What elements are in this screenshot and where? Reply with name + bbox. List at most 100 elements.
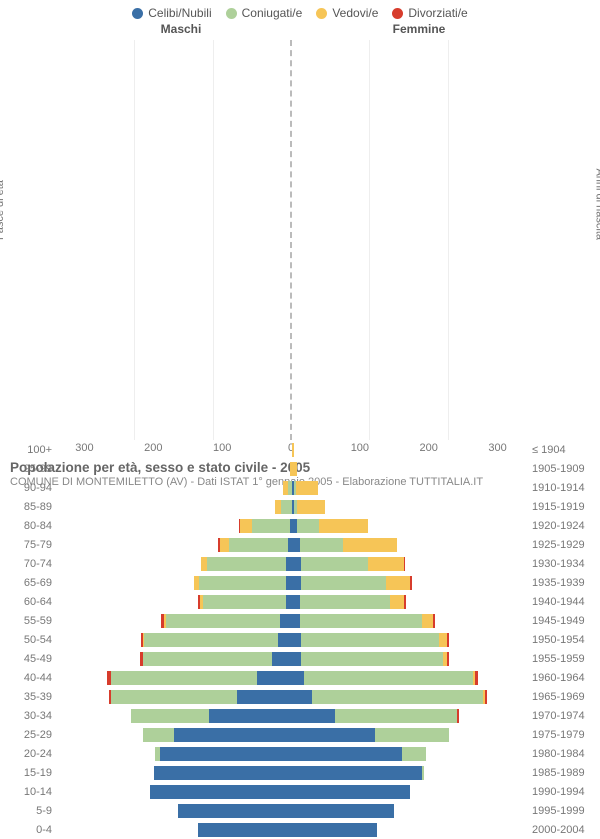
age-label: 65-69 (6, 577, 56, 589)
bar-pair (56, 785, 528, 799)
pyramid-row: 50-541950-1954 (6, 630, 594, 649)
year-label: 1930-1934 (528, 558, 594, 570)
seg-con (402, 747, 426, 761)
bar-female (292, 804, 528, 818)
pyramid-row: 10-141990-1994 (6, 782, 594, 801)
seg-cel (292, 728, 375, 742)
legend: Celibi/NubiliConiugati/eVedovi/eDivorzia… (0, 0, 600, 22)
age-label: 35-39 (6, 691, 56, 703)
seg-cel (292, 614, 300, 628)
bar-pair (56, 690, 528, 704)
bar-male (56, 690, 292, 704)
year-label: 1955-1959 (528, 653, 594, 665)
age-label: 40-44 (6, 672, 56, 684)
seg-con (297, 519, 319, 533)
year-label: 1945-1949 (528, 615, 594, 627)
year-label: ≤ 1904 (528, 444, 594, 456)
bar-male (56, 785, 292, 799)
age-label: 55-59 (6, 615, 56, 627)
seg-div (457, 709, 459, 723)
pyramid-row: 60-641940-1944 (6, 592, 594, 611)
bar-female (292, 595, 528, 609)
bar-female (292, 671, 528, 685)
year-label: 2000-2004 (528, 824, 594, 836)
seg-cel (209, 709, 292, 723)
bar-female (292, 557, 528, 571)
age-label: 90-94 (6, 482, 56, 494)
legend-item: Vedovi/e (316, 6, 378, 20)
pyramid-row: 55-59 1945-1949 (6, 611, 594, 630)
seg-cel (150, 785, 292, 799)
seg-ved (422, 614, 433, 628)
pyramid-row: 45-49 1955-1959 (6, 649, 594, 668)
seg-div (410, 576, 412, 590)
year-label: 1910-1914 (528, 482, 594, 494)
seg-ved (292, 462, 297, 476)
pyramid-row: 75-791925-1929 (6, 535, 594, 554)
legend-label: Coniugati/e (242, 6, 303, 20)
age-label: 70-74 (6, 558, 56, 570)
bar-male (56, 462, 292, 476)
seg-con (131, 709, 210, 723)
bar-pair (56, 652, 528, 666)
year-label: 1905-1909 (528, 463, 594, 475)
pyramid-row: 25-291975-1979 (6, 725, 594, 744)
bar-male (56, 519, 292, 533)
age-label: 75-79 (6, 539, 56, 551)
seg-cel (154, 766, 292, 780)
chart-area: Fasce di età Anni di nascita 100+≤ 19049… (0, 40, 600, 440)
year-label: 1995-1999 (528, 805, 594, 817)
bar-male (56, 595, 292, 609)
seg-cel (292, 785, 410, 799)
seg-con (301, 633, 439, 647)
seg-ved (297, 500, 325, 514)
age-label: 45-49 (6, 653, 56, 665)
pyramid-row: 90-94 1910-1914 (6, 478, 594, 497)
bar-male (56, 747, 292, 761)
pyramid-row: 35-391965-1969 (6, 687, 594, 706)
bar-female (292, 481, 528, 495)
bar-female (292, 766, 528, 780)
bar-pair (56, 481, 528, 495)
y-axis-title-right: Anni di nascita (594, 168, 600, 240)
pyramid-row: 80-841920-1924 (6, 516, 594, 535)
legend-swatch (132, 8, 143, 19)
seg-con (207, 557, 286, 571)
seg-div (475, 671, 477, 685)
bar-male (56, 443, 292, 457)
bar-pair (56, 728, 528, 742)
seg-cel (292, 804, 394, 818)
bar-pair (56, 766, 528, 780)
bar-male (56, 500, 292, 514)
seg-cel (292, 709, 335, 723)
legend-label: Celibi/Nubili (148, 6, 211, 20)
pyramid-row: 0-42000-2004 (6, 820, 594, 839)
seg-cel (292, 576, 301, 590)
bar-male (56, 804, 292, 818)
seg-ved (240, 519, 252, 533)
bar-pair (56, 462, 528, 476)
year-label: 1915-1919 (528, 501, 594, 513)
bar-female (292, 538, 528, 552)
seg-ved (343, 538, 396, 552)
center-line (290, 40, 292, 440)
seg-con (304, 671, 473, 685)
bar-pair (56, 557, 528, 571)
bar-female (292, 500, 528, 514)
age-label: 10-14 (6, 786, 56, 798)
left-col-header: Maschi (62, 22, 300, 36)
legend-swatch (226, 8, 237, 19)
seg-con (252, 519, 290, 533)
bar-male (56, 728, 292, 742)
year-label: 1980-1984 (528, 748, 594, 760)
age-label: 60-64 (6, 596, 56, 608)
seg-cel (292, 823, 377, 837)
seg-con (143, 728, 174, 742)
seg-ved (319, 519, 369, 533)
bar-female (292, 728, 528, 742)
seg-con (301, 652, 443, 666)
bar-pair (56, 823, 528, 837)
seg-con (422, 766, 424, 780)
bar-male (56, 766, 292, 780)
seg-con (300, 538, 343, 552)
